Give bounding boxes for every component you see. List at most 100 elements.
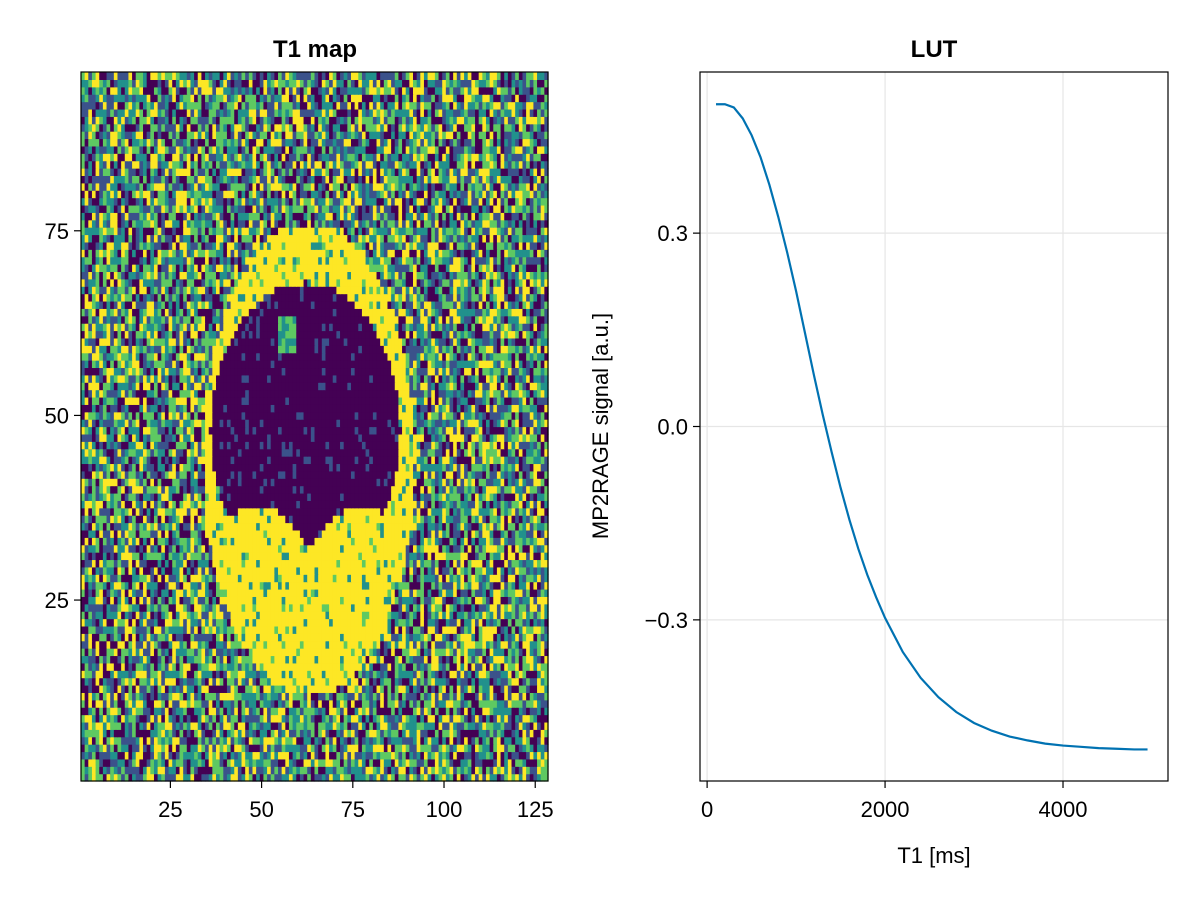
heatmap-cell (201, 537, 206, 546)
heatmap-cell (153, 670, 159, 679)
heatmap-cell (99, 729, 104, 738)
heatmap-cell (194, 766, 199, 775)
heatmap-cell (256, 670, 261, 679)
heatmap-cell (194, 758, 199, 767)
heatmap-cell (533, 633, 538, 642)
heatmap-cell (296, 552, 301, 561)
heatmap-cell (391, 766, 396, 775)
heatmap-cell (278, 544, 283, 553)
heatmap-cell (369, 766, 374, 775)
heatmap-cell (361, 544, 367, 553)
heatmap-cell (168, 507, 173, 516)
heatmap-cell (310, 729, 316, 738)
heatmap-cell (303, 537, 308, 546)
heatmap-cell (88, 618, 93, 627)
heatmap-cell (179, 729, 184, 738)
heatmap-cell (234, 552, 239, 561)
heatmap-cell (296, 751, 301, 760)
heatmap-cell (325, 773, 330, 782)
heatmap-cell (318, 529, 323, 538)
heatmap-cell (518, 522, 524, 531)
heatmap-cell (256, 574, 261, 583)
heatmap-cell (270, 714, 275, 723)
heatmap-cell (544, 677, 549, 686)
heatmap-cell (442, 566, 447, 575)
heatmap-cell (234, 707, 239, 716)
heatmap-cell (529, 758, 535, 767)
heatmap-cell (186, 537, 192, 546)
heatmap-cell (113, 500, 119, 509)
heatmap-cell (245, 611, 250, 620)
heatmap-cell (471, 581, 476, 590)
heatmap-cell (215, 507, 221, 516)
heatmap-cell (402, 744, 407, 753)
heatmap-cell (223, 736, 228, 745)
heatmap-cell (369, 596, 374, 605)
heatmap-cell (288, 766, 294, 775)
heatmap-cell (208, 677, 213, 686)
heatmap-cell (91, 500, 97, 509)
heatmap-cell (226, 758, 232, 767)
heatmap-cell (507, 677, 513, 686)
heatmap-cell (329, 566, 334, 575)
heatmap-cell (391, 648, 396, 657)
heatmap-cell (121, 729, 126, 738)
heatmap-cell (172, 758, 177, 767)
heatmap-cell (299, 633, 305, 642)
heatmap-cell (522, 625, 527, 634)
heatmap-cell (278, 625, 283, 634)
heatmap-cell (143, 692, 148, 701)
heatmap-cell (234, 655, 239, 664)
heatmap-cell (256, 515, 261, 524)
heatmap-cell (110, 633, 115, 642)
heatmap-cell (343, 662, 348, 671)
heatmap-cell (522, 603, 527, 612)
heatmap-cell (314, 655, 319, 664)
heatmap-cell (533, 729, 538, 738)
heatmap-cell (164, 721, 170, 730)
heatmap-cell (102, 574, 108, 583)
heatmap-cell (161, 714, 166, 723)
heatmap-cell (402, 721, 407, 730)
heatmap-cell (391, 603, 396, 612)
heatmap-cell (230, 729, 235, 738)
heatmap-cell (278, 581, 283, 590)
heatmap-cell (153, 729, 159, 738)
heatmap-cell (194, 670, 199, 679)
heatmap-cell (387, 640, 392, 649)
heatmap-cell (445, 574, 451, 583)
heatmap-cell (99, 684, 104, 693)
heatmap-cell (489, 662, 494, 671)
heatmap-cell (281, 751, 286, 760)
heatmap-cell (387, 684, 392, 693)
heatmap-cell (409, 537, 414, 546)
heatmap-cell (124, 515, 130, 524)
heatmap-cell (453, 721, 458, 730)
heatmap-cell (394, 692, 400, 701)
heatmap-cell (526, 692, 531, 701)
heatmap-cell (128, 692, 133, 701)
heatmap-cell (226, 670, 232, 679)
heatmap-cell (296, 773, 301, 782)
heatmap-cell (405, 758, 410, 767)
heatmap-cell (153, 603, 159, 612)
heatmap-cell (522, 648, 527, 657)
heatmap-cell (121, 574, 126, 583)
heatmap-cell (482, 588, 487, 597)
heatmap-cell (81, 625, 86, 634)
heatmap-cell (267, 492, 272, 501)
heatmap-cell (318, 500, 323, 509)
heatmap-cell (194, 684, 199, 693)
heatmap-cell (285, 611, 290, 620)
heatmap-cell (405, 611, 410, 620)
heatmap-cell (507, 707, 513, 716)
heatmap-cell (99, 773, 104, 782)
heatmap-cell (485, 515, 491, 524)
heatmap-cell (405, 588, 410, 597)
heatmap-cell (398, 507, 403, 516)
heatmap-cell (121, 758, 126, 767)
heatmap-cell (237, 544, 243, 553)
heatmap-cell (128, 655, 133, 664)
heatmap-cell (245, 529, 250, 538)
heatmap-cell (340, 729, 345, 738)
